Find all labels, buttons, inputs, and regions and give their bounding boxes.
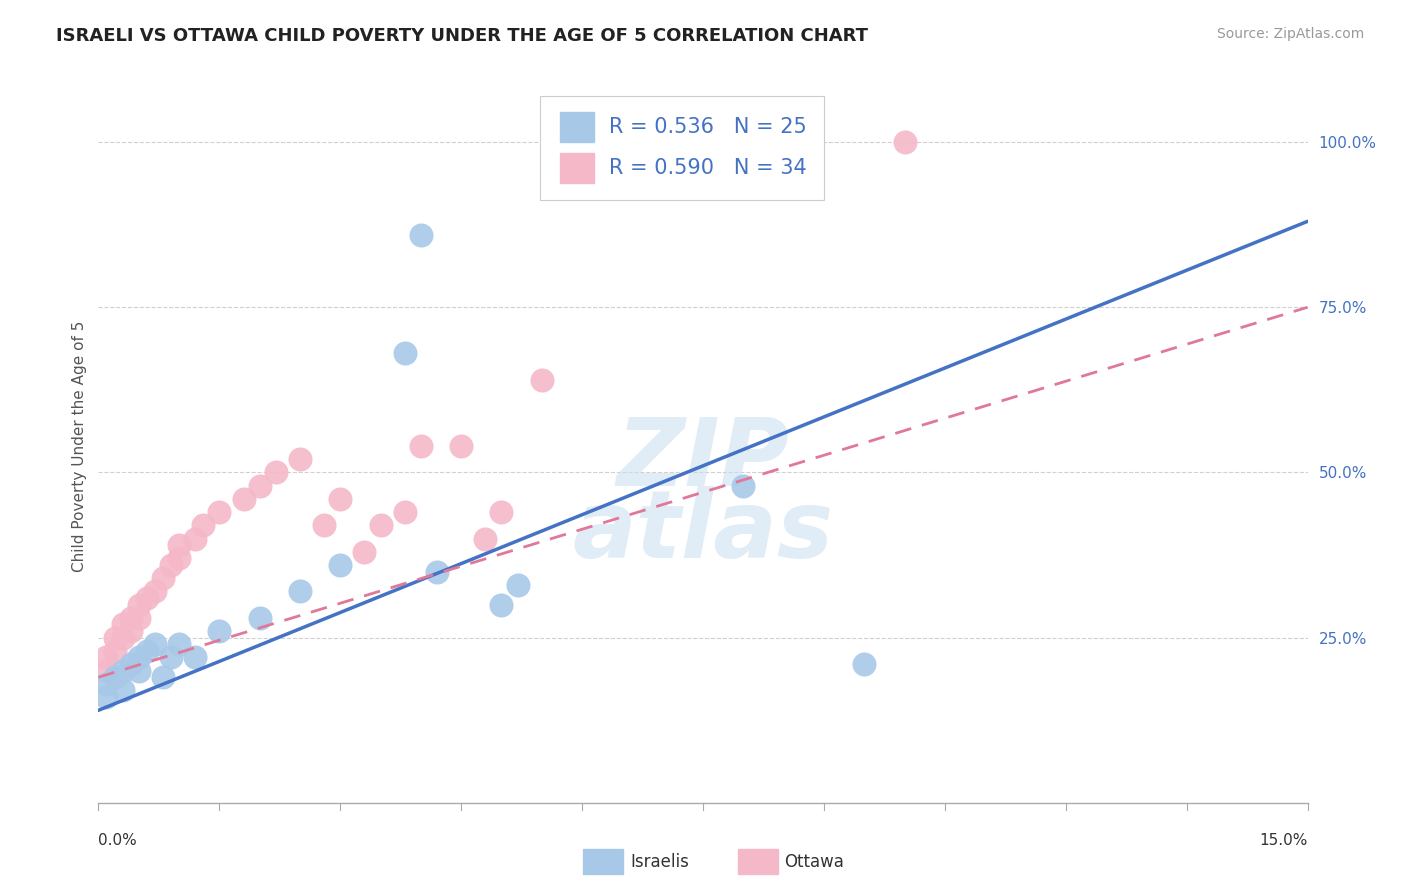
Point	[160, 650, 183, 665]
Point	[103, 644, 125, 658]
Point	[103, 670, 125, 684]
Point	[264, 466, 287, 480]
Text: Source: ZipAtlas.com: Source: ZipAtlas.com	[1216, 27, 1364, 41]
Point	[288, 584, 311, 599]
Point	[120, 624, 142, 638]
Point	[530, 373, 553, 387]
Point	[167, 538, 190, 552]
Point	[409, 439, 432, 453]
Point	[128, 598, 150, 612]
Point	[152, 571, 174, 585]
Text: 0.0%: 0.0%	[98, 832, 138, 847]
Y-axis label: Child Poverty Under the Age of 5: Child Poverty Under the Age of 5	[72, 320, 87, 572]
Point	[135, 591, 157, 605]
Point	[103, 631, 125, 645]
Point	[329, 491, 352, 506]
Point	[96, 677, 118, 691]
Point	[491, 598, 513, 612]
FancyBboxPatch shape	[561, 112, 595, 142]
Point	[353, 545, 375, 559]
FancyBboxPatch shape	[561, 153, 595, 183]
Text: atlas: atlas	[572, 485, 834, 578]
Point	[128, 664, 150, 678]
Point	[394, 505, 416, 519]
Point	[450, 439, 472, 453]
Point	[249, 478, 271, 492]
Text: 15.0%: 15.0%	[1260, 832, 1308, 847]
Point	[167, 551, 190, 566]
Point	[96, 690, 118, 704]
Point	[184, 650, 207, 665]
Point	[96, 650, 118, 665]
Point	[314, 518, 336, 533]
Point	[491, 505, 513, 519]
Point	[329, 558, 352, 572]
Point	[733, 478, 755, 492]
Point	[96, 664, 118, 678]
Point	[120, 611, 142, 625]
Point	[193, 518, 215, 533]
Point	[208, 624, 231, 638]
Point	[370, 518, 392, 533]
Point	[893, 135, 915, 149]
Text: R = 0.536   N = 25: R = 0.536 N = 25	[609, 117, 807, 137]
Point	[184, 532, 207, 546]
Point	[143, 584, 166, 599]
Point	[288, 452, 311, 467]
Point	[474, 532, 496, 546]
Text: ISRAELI VS OTTAWA CHILD POVERTY UNDER THE AGE OF 5 CORRELATION CHART: ISRAELI VS OTTAWA CHILD POVERTY UNDER TH…	[56, 27, 869, 45]
Text: Ottawa: Ottawa	[785, 853, 845, 871]
Text: Israelis: Israelis	[630, 853, 689, 871]
Text: R = 0.590   N = 34: R = 0.590 N = 34	[609, 158, 807, 178]
Text: ZIP: ZIP	[617, 414, 789, 507]
Point	[506, 578, 529, 592]
Point	[232, 491, 254, 506]
Point	[208, 505, 231, 519]
Point	[111, 664, 134, 678]
Point	[128, 650, 150, 665]
Point	[160, 558, 183, 572]
Point	[143, 637, 166, 651]
Point	[167, 637, 190, 651]
Point	[426, 565, 449, 579]
Point	[111, 617, 134, 632]
Point	[128, 611, 150, 625]
Point	[120, 657, 142, 671]
Point	[111, 683, 134, 698]
Point	[409, 227, 432, 242]
FancyBboxPatch shape	[540, 96, 824, 200]
Point	[853, 657, 876, 671]
Point	[249, 611, 271, 625]
Point	[135, 644, 157, 658]
Point	[111, 631, 134, 645]
Point	[152, 670, 174, 684]
Point	[394, 346, 416, 360]
